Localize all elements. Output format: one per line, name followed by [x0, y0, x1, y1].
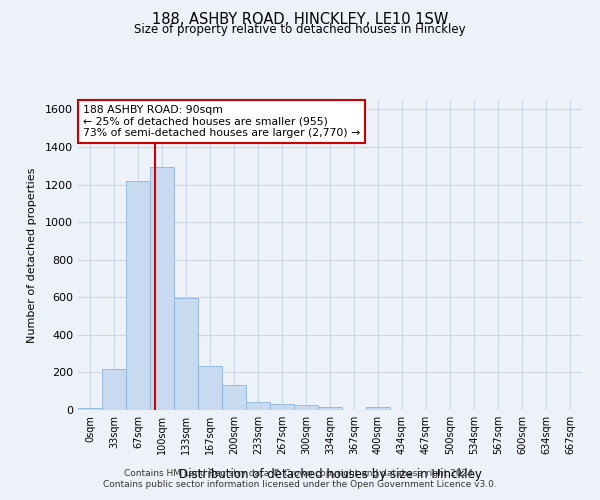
Bar — [318, 407, 342, 410]
Bar — [246, 402, 270, 410]
Bar — [222, 384, 246, 410]
Text: 188, ASHBY ROAD, HINCKLEY, LE10 1SW: 188, ASHBY ROAD, HINCKLEY, LE10 1SW — [152, 12, 448, 28]
Y-axis label: Number of detached properties: Number of detached properties — [26, 168, 37, 342]
Text: 188 ASHBY ROAD: 90sqm
← 25% of detached houses are smaller (955)
73% of semi-det: 188 ASHBY ROAD: 90sqm ← 25% of detached … — [83, 104, 360, 138]
Bar — [366, 407, 390, 410]
Bar — [270, 404, 294, 410]
Bar — [102, 368, 126, 410]
Bar — [126, 181, 150, 410]
Text: Size of property relative to detached houses in Hinckley: Size of property relative to detached ho… — [134, 22, 466, 36]
Bar — [150, 166, 174, 410]
Bar — [174, 298, 198, 410]
Bar — [78, 408, 102, 410]
X-axis label: Distribution of detached houses by size in Hinckley: Distribution of detached houses by size … — [179, 468, 481, 481]
Text: Contains HM Land Registry data © Crown copyright and database right 2024.: Contains HM Land Registry data © Crown c… — [124, 468, 476, 477]
Bar — [198, 366, 222, 410]
Text: Contains public sector information licensed under the Open Government Licence v3: Contains public sector information licen… — [103, 480, 497, 489]
Bar — [294, 406, 318, 410]
